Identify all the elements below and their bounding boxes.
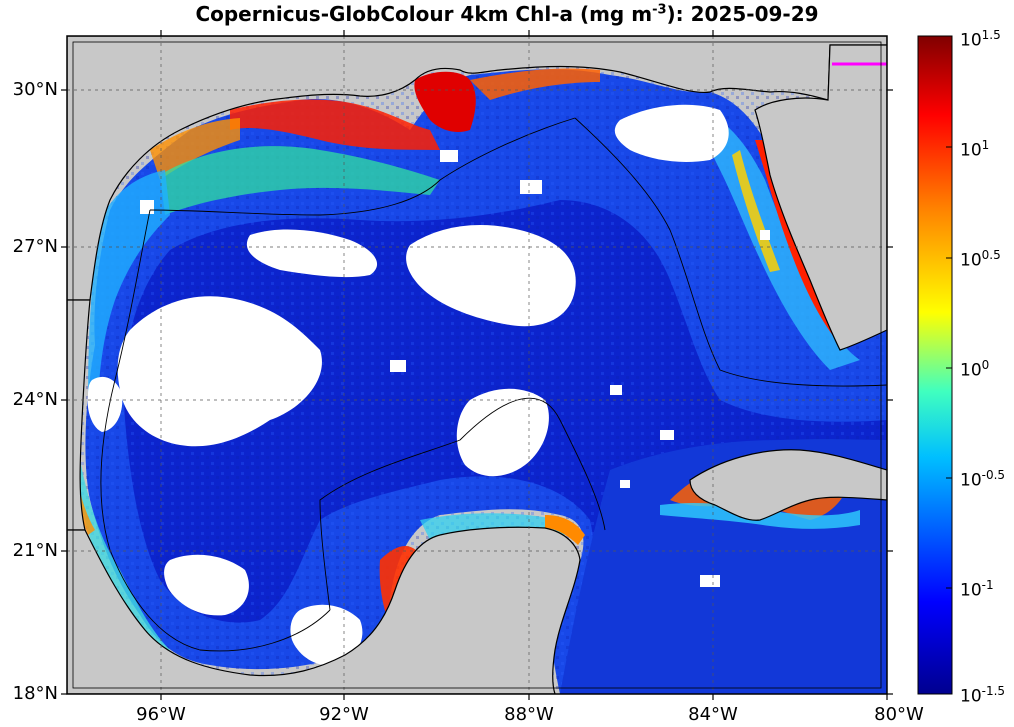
- boundary-us-north: [149, 117, 576, 216]
- x-tick-88w: 88°W: [504, 704, 554, 725]
- northern-shelf-orange: [150, 118, 240, 180]
- cloud-campeche-south: [290, 604, 363, 666]
- x-tick-84w: 84°W: [688, 704, 738, 725]
- veracruz-cyan: [75, 460, 170, 660]
- x-tick-80w: 80°W: [874, 704, 924, 725]
- land-mexico-south: [67, 526, 581, 694]
- y-tick-18n: 18°N: [12, 683, 58, 704]
- y-tick-21n: 21°N: [12, 540, 58, 561]
- colorbar-label-0: 100: [960, 358, 990, 381]
- y-tick-24n: 24°N: [12, 389, 58, 410]
- land-north: [67, 36, 887, 301]
- map-inner-frame: [72, 41, 882, 689]
- cloud-fleck-7: [390, 360, 406, 372]
- map-area: [67, 36, 887, 694]
- boundary-florida-strait: [574, 117, 887, 387]
- cloud-north: [246, 229, 378, 278]
- cloud-bay-campeche: [164, 554, 249, 616]
- cloud-ne: [614, 104, 729, 162]
- cloud-fleck-9: [620, 480, 630, 488]
- tick-marks: [61, 30, 893, 700]
- northern-shelf-red: [230, 99, 440, 150]
- colorbar-label-0.5: 100.5: [960, 248, 1001, 271]
- y-tick-30n: 30°N: [12, 79, 58, 100]
- y-tick-27n: 27°N: [12, 236, 58, 257]
- land-cuba: [689, 449, 887, 521]
- boundary-lines: [100, 117, 887, 652]
- map-title: Copernicus-GlobColour 4km Chl-a (mg m-3)…: [195, 2, 819, 26]
- map-frame: [66, 35, 888, 695]
- colorbar: [917, 35, 953, 695]
- mississippi-delta-red: [414, 71, 476, 132]
- la-shelf-orange: [470, 68, 600, 100]
- cloud-fleck-8: [140, 200, 154, 214]
- boundary-central: [319, 397, 606, 611]
- colorbar-ticks: [946, 146, 952, 589]
- cloud-fleck-6: [760, 230, 770, 240]
- colorbar-label-1: 101: [960, 138, 990, 161]
- cloud-fleck-2: [520, 180, 542, 194]
- cloud-west: [117, 296, 322, 447]
- colorbar-label-neg1: 10-1: [960, 578, 994, 601]
- gridlines: [67, 36, 887, 694]
- cloud-center-south: [456, 388, 549, 477]
- cloud-fleck-3: [610, 385, 622, 395]
- x-tick-96w: 96°W: [136, 704, 186, 725]
- north-shelf-green: [160, 146, 440, 215]
- cloud-west-edge: [87, 376, 123, 432]
- florida-coast-yellow: [732, 150, 780, 272]
- cloud-central: [406, 225, 576, 327]
- texas-coast-cyan: [88, 170, 170, 400]
- x-tick-92w: 92°W: [319, 704, 369, 725]
- cloud-fleck-5: [700, 575, 720, 587]
- colorbar-label-neg0.5: 10-0.5: [960, 468, 1006, 491]
- colorbar-label-1.5: 101.5: [960, 28, 1001, 51]
- colorbar-label-neg1.5: 10-1.5: [960, 684, 1006, 707]
- yucatan-coast-orange: [545, 515, 585, 545]
- boundary-mexico: [100, 209, 331, 652]
- cloud-fleck-1: [440, 150, 458, 162]
- cloud-fleck-4: [660, 430, 674, 440]
- land-florida: [754, 44, 887, 351]
